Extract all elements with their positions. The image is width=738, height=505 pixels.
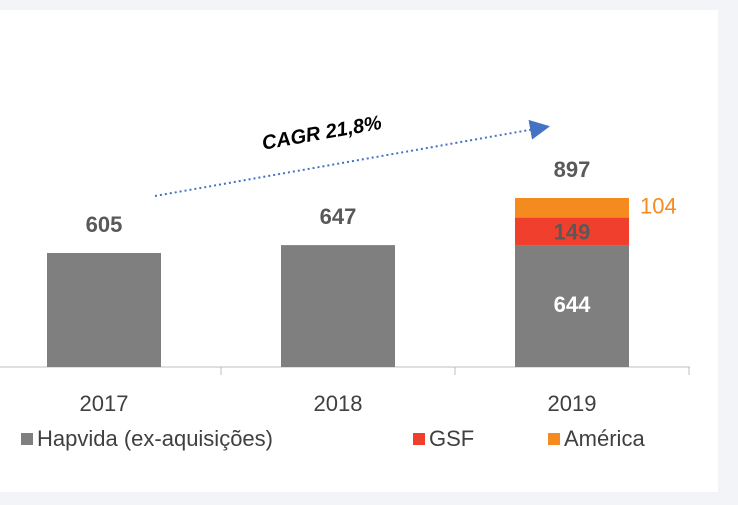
segment-label: 644 (554, 292, 591, 317)
bar-segment (281, 245, 395, 367)
segment-label: 104 (640, 194, 677, 219)
total-label: 647 (320, 204, 357, 229)
bar-segment (47, 253, 161, 367)
bar-segment (515, 245, 629, 367)
trend-arrow (154, 119, 550, 197)
x-tick-label: 2017 (80, 391, 129, 416)
x-tick-label: 2018 (314, 391, 363, 416)
legend-swatch (413, 433, 425, 445)
legend-label: Hapvida (ex-aquisições) (37, 426, 273, 451)
bar-segment (515, 217, 629, 246)
total-label: 897 (554, 157, 591, 182)
legend-swatch (21, 433, 33, 445)
legend-label: GSF (429, 426, 474, 451)
total-label: 605 (86, 212, 123, 237)
legend-label: América (564, 426, 645, 451)
legend-swatch (548, 433, 560, 445)
segment-label: 149 (554, 219, 591, 244)
x-tick-label: 2019 (548, 391, 597, 416)
bar-segment (515, 198, 629, 218)
